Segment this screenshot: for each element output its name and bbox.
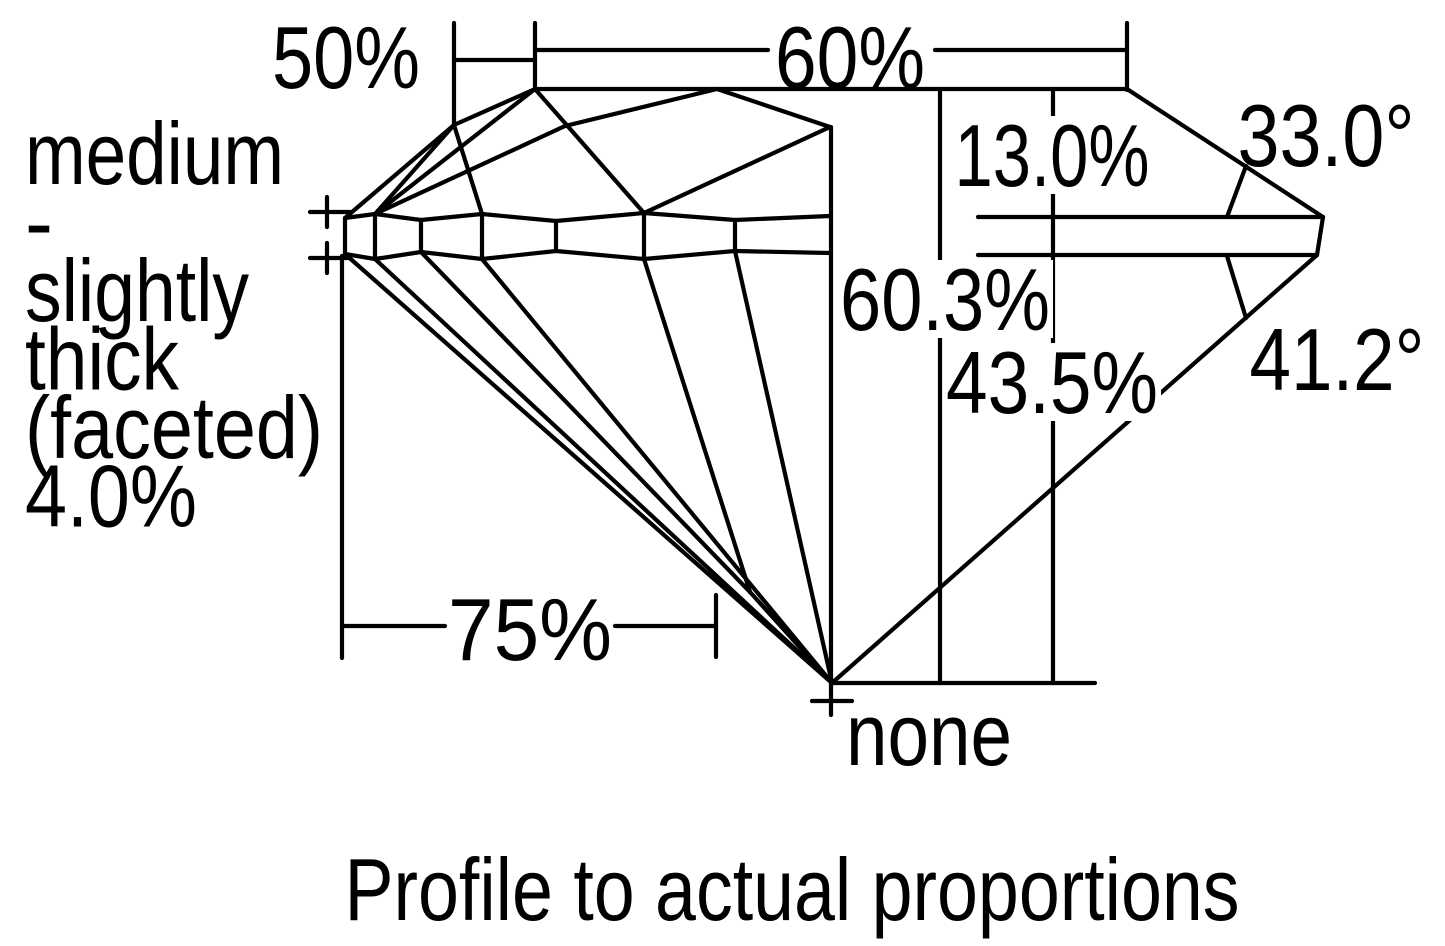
diagram-title: Profile to actual proportions xyxy=(345,840,1240,939)
diagram-line xyxy=(418,249,753,595)
diagram-line xyxy=(479,256,835,686)
girdle-note-line-0: medium xyxy=(25,104,284,203)
diagram-line xyxy=(372,122,457,217)
diagram-line xyxy=(372,86,538,217)
diagram-line xyxy=(641,248,738,262)
diagram-line xyxy=(641,256,753,595)
diagram-line xyxy=(372,211,424,223)
diagram-line xyxy=(1224,163,1249,220)
diagram-line xyxy=(342,251,835,686)
diagram-line xyxy=(732,213,833,223)
label-crown-angle: 33.0° xyxy=(1238,86,1415,185)
label-table-size: 60% xyxy=(775,8,925,107)
diagram-line xyxy=(553,248,647,262)
diagram-line xyxy=(372,123,568,217)
label-total-depth-halo xyxy=(837,260,1053,338)
diagram-line xyxy=(532,86,647,216)
label-pavilion-depth-halo xyxy=(943,343,1161,421)
diagram-line xyxy=(562,86,720,129)
diagram-line xyxy=(641,124,833,216)
diagram-line xyxy=(372,256,835,686)
diagram-line xyxy=(1314,214,1326,258)
diagram-line xyxy=(342,122,457,221)
diagram-line xyxy=(829,252,1320,686)
label-total-depth: 60.3% xyxy=(840,250,1050,349)
diagram-line xyxy=(1224,253,1249,321)
label-crown-height-halo xyxy=(951,116,1153,194)
girdle-note-line-2: slightly xyxy=(25,241,249,340)
girdle-note-line-1: - xyxy=(25,173,53,272)
diagram-line xyxy=(418,249,485,262)
label-crown-height: 13.0% xyxy=(955,106,1150,205)
diagram-line xyxy=(342,251,378,262)
diagram-line xyxy=(553,210,647,224)
girdle-note-line-4: (faceted) xyxy=(25,378,323,477)
label-pavilion-depth: 43.5% xyxy=(946,333,1158,432)
girdle-note-line-5: 4.0% xyxy=(25,447,197,546)
diagram-line xyxy=(732,248,835,686)
diagram-line xyxy=(714,86,833,130)
label-culet: none xyxy=(846,685,1012,784)
diagram-line xyxy=(1124,86,1326,220)
diagram-line xyxy=(372,249,424,262)
diagram-line xyxy=(342,211,378,221)
diagram-line xyxy=(451,86,538,128)
diagram-line xyxy=(479,211,559,224)
label-lower-girdle: 75% xyxy=(448,580,612,679)
label-pavilion-angle: 41.2° xyxy=(1250,310,1425,409)
diagram-line xyxy=(641,210,738,223)
diagram-line xyxy=(732,248,833,256)
label-star-length: 50% xyxy=(272,8,420,107)
diagram-line xyxy=(418,211,485,223)
diagram-line xyxy=(479,248,559,262)
girdle-note-line-3: thick xyxy=(25,310,180,409)
